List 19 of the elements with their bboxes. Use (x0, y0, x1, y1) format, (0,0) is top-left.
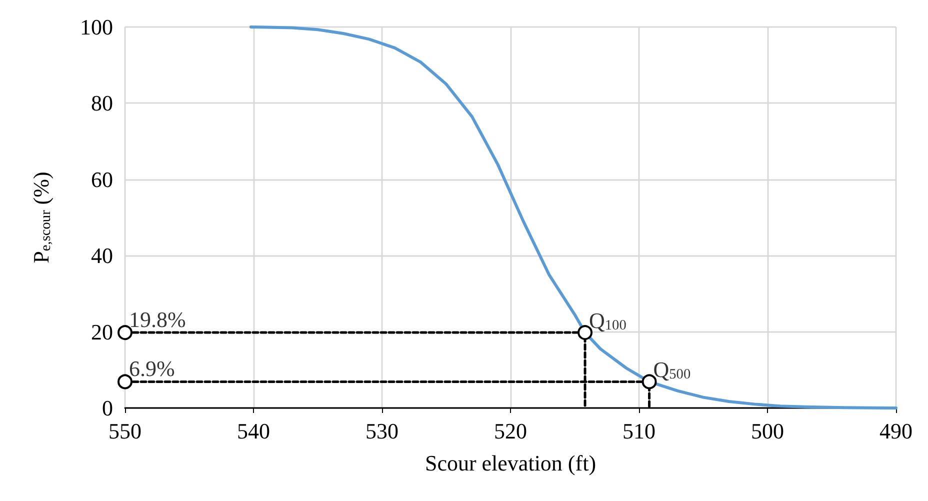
x-tick-label: 540 (237, 418, 270, 444)
x-axis-title: Scour elevation (ft) (424, 450, 596, 476)
annotation: Q500 (653, 357, 691, 383)
x-tick-label: 530 (366, 418, 398, 444)
x-tick-label: 490 (880, 418, 912, 444)
y-tick-label: 100 (80, 14, 113, 40)
y-axis-title: Pe,scour (%) (28, 172, 54, 264)
x-tick-label: 520 (494, 418, 527, 444)
y-tick-label: 40 (91, 243, 113, 268)
annotation: 19.8% (129, 307, 186, 332)
x-tick-label: 510 (622, 418, 656, 444)
x-tick-label: 550 (108, 418, 142, 444)
y-tick-label: 20 (91, 319, 113, 344)
y-tick-label: 80 (91, 90, 113, 116)
annotation: Q100 (589, 308, 626, 334)
annotation: 6.9% (129, 356, 175, 382)
x-tick-label: 500 (751, 418, 784, 444)
y-tick-label: 60 (91, 166, 113, 192)
y-tick-label: 0 (102, 396, 113, 420)
